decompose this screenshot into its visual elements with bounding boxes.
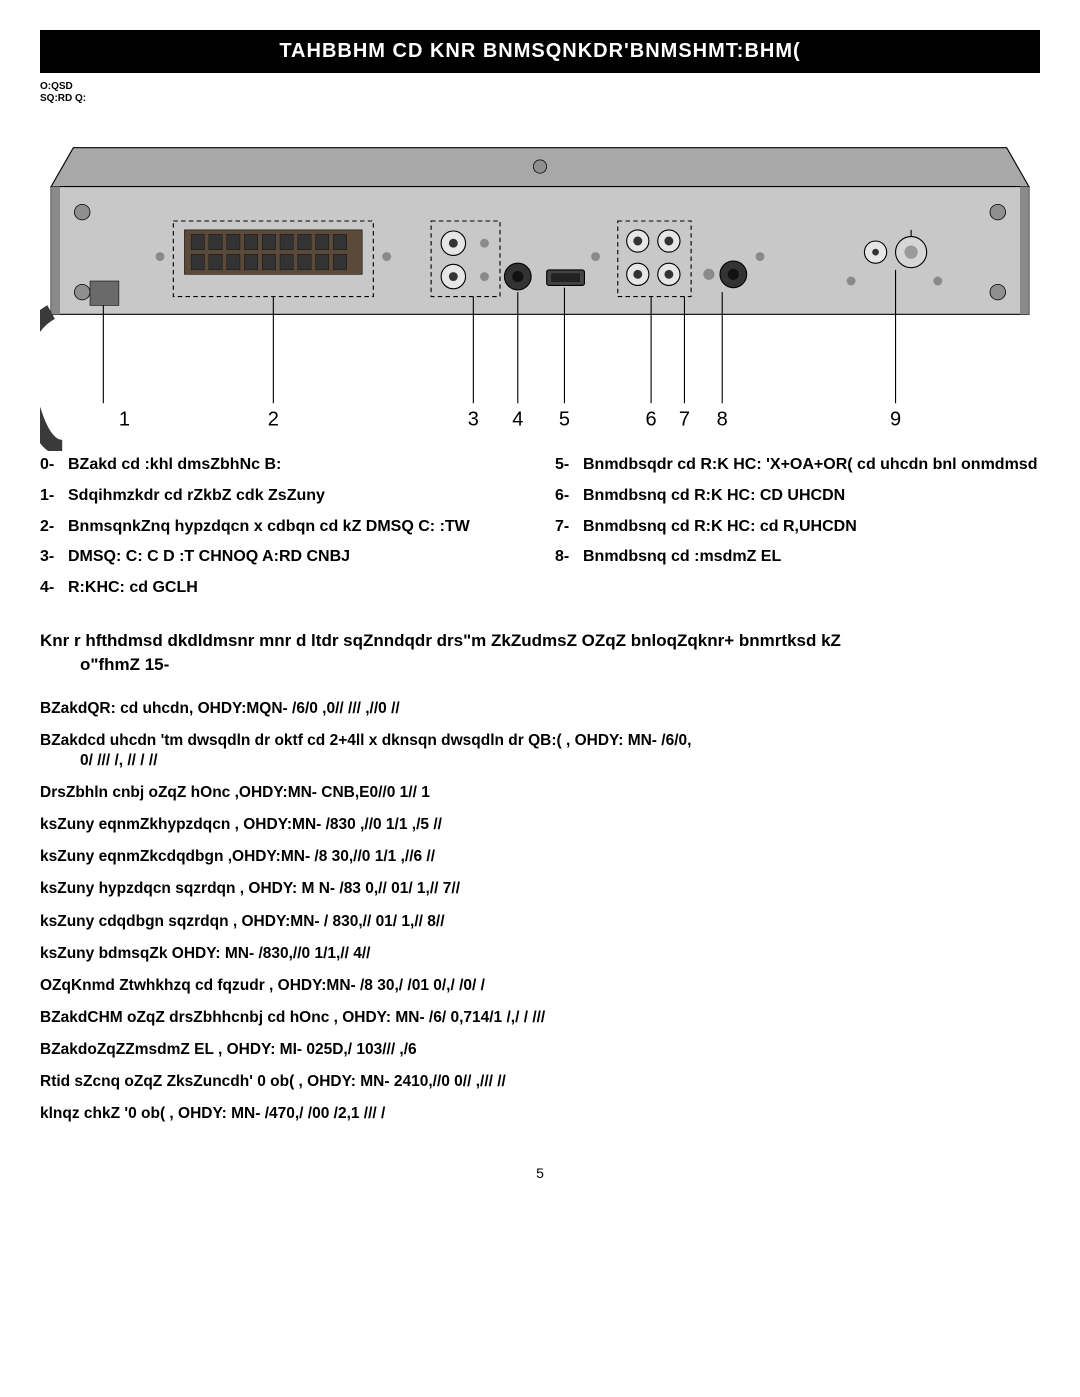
callout-number: 7 — [679, 408, 690, 430]
spec-line: OZqKnmd Ztwhkhzq cd fqzudr , OHDY:MN- /8… — [40, 976, 1040, 996]
spec-line: ksZuny hypzdqcn sqzrdqn , OHDY: M N- /83… — [40, 879, 1040, 899]
callout-number: 9 — [890, 408, 901, 430]
legend-item: 3-DMSQ: C: C D :T CHNOQ A:RD CNBJ — [40, 547, 525, 568]
legend-right: 5-Bnmdbsqdr cd R:K HC: 'X+OA+OR( cd uhcd… — [555, 455, 1040, 609]
spec-list: BZakdQR: cd uhcdn, OHDY:MQN- /6/0 ,0// /… — [40, 699, 1040, 1125]
legend-item: 0-BZakd cd :khl dmsZbhNc B: — [40, 455, 525, 476]
callout-number: 1 — [119, 408, 130, 430]
legend-item: 2-BnmsqnkZnq hypzdqcn x cdbqn cd kZ DMSQ… — [40, 517, 525, 538]
spec-line: DrsZbhln cnbj oZqZ hOnc ,OHDY:MN- CNB,E0… — [40, 783, 1040, 803]
callout-number: 3 — [468, 408, 479, 430]
callout-number: 5 — [559, 408, 570, 430]
callout-number: 8 — [717, 408, 728, 430]
note-paragraph: Knr r hfthdmsd dkdldmsnr mnr d ltdr sqZn… — [40, 629, 1040, 677]
spec-line: ksZuny cdqdbgn sqzrdqn , OHDY:MN- / 830,… — [40, 912, 1040, 932]
spec-line: BZakdoZqZZmsdmZ EL , OHDY: MI- 025D,/ 10… — [40, 1040, 1040, 1060]
legend: 0-BZakd cd :khl dmsZbhNc B: 1-Sdqihmzkdr … — [40, 455, 1040, 609]
callout-number: 6 — [646, 408, 657, 430]
legend-left: 0-BZakd cd :khl dmsZbhNc B: 1-Sdqihmzkdr … — [40, 455, 525, 609]
callout-number: 2 — [268, 408, 279, 430]
page-number: 5 — [40, 1165, 1040, 1181]
spec-line: ksZuny eqnmZkhypzdqcn , OHDY:MN- /830 ,/… — [40, 815, 1040, 835]
spec-line: BZakdcd uhcdn 'tm dwsqdln dr oktf cd 2+4… — [40, 731, 1040, 771]
callout-number: 4 — [512, 408, 523, 430]
rear-panel-diagram: 1 2 3 4 5 67 8 9 — [40, 111, 1040, 451]
spec-line: ksZuny bdmsqZk OHDY: MN- /830,//0 1/1,//… — [40, 944, 1040, 964]
spec-line: BZakdCHM oZqZ drsZbhhcnbj cd hOnc , OHDY… — [40, 1008, 1040, 1028]
small-label: O:QSD SQ:RD Q: — [40, 81, 1040, 105]
spec-line: Rtid sZcnq oZqZ ZksZuncdh' 0 ob( , OHDY:… — [40, 1072, 1040, 1092]
legend-item: 4-R:KHC: cd GCLH — [40, 578, 525, 599]
legend-item: 6-Bnmdbsnq cd R:K HC: CD UHCDN — [555, 486, 1040, 507]
legend-item: 7-Bnmdbsnq cd R:K HC: cd R,UHCDN — [555, 517, 1040, 538]
legend-item: 5-Bnmdbsqdr cd R:K HC: 'X+OA+OR( cd uhcd… — [555, 455, 1040, 476]
spec-line: klnqz chkZ '0 ob( , OHDY: MN- /470,/ /00… — [40, 1104, 1040, 1124]
spec-line: ksZuny eqnmZkcdqdbgn ,OHDY:MN- /8 30,//0… — [40, 847, 1040, 867]
legend-item: 8-Bnmdbsnq cd :msdmZ EL — [555, 547, 1040, 568]
legend-item: 1-Sdqihmzkdr cd rZkbZ cdk ZsZuny — [40, 486, 525, 507]
title-bar: TAHBBHM CD KNR BNMSQNKDR'BNMSHMT:BHM( — [40, 30, 1040, 73]
spec-line: BZakdQR: cd uhcdn, OHDY:MQN- /6/0 ,0// /… — [40, 699, 1040, 719]
